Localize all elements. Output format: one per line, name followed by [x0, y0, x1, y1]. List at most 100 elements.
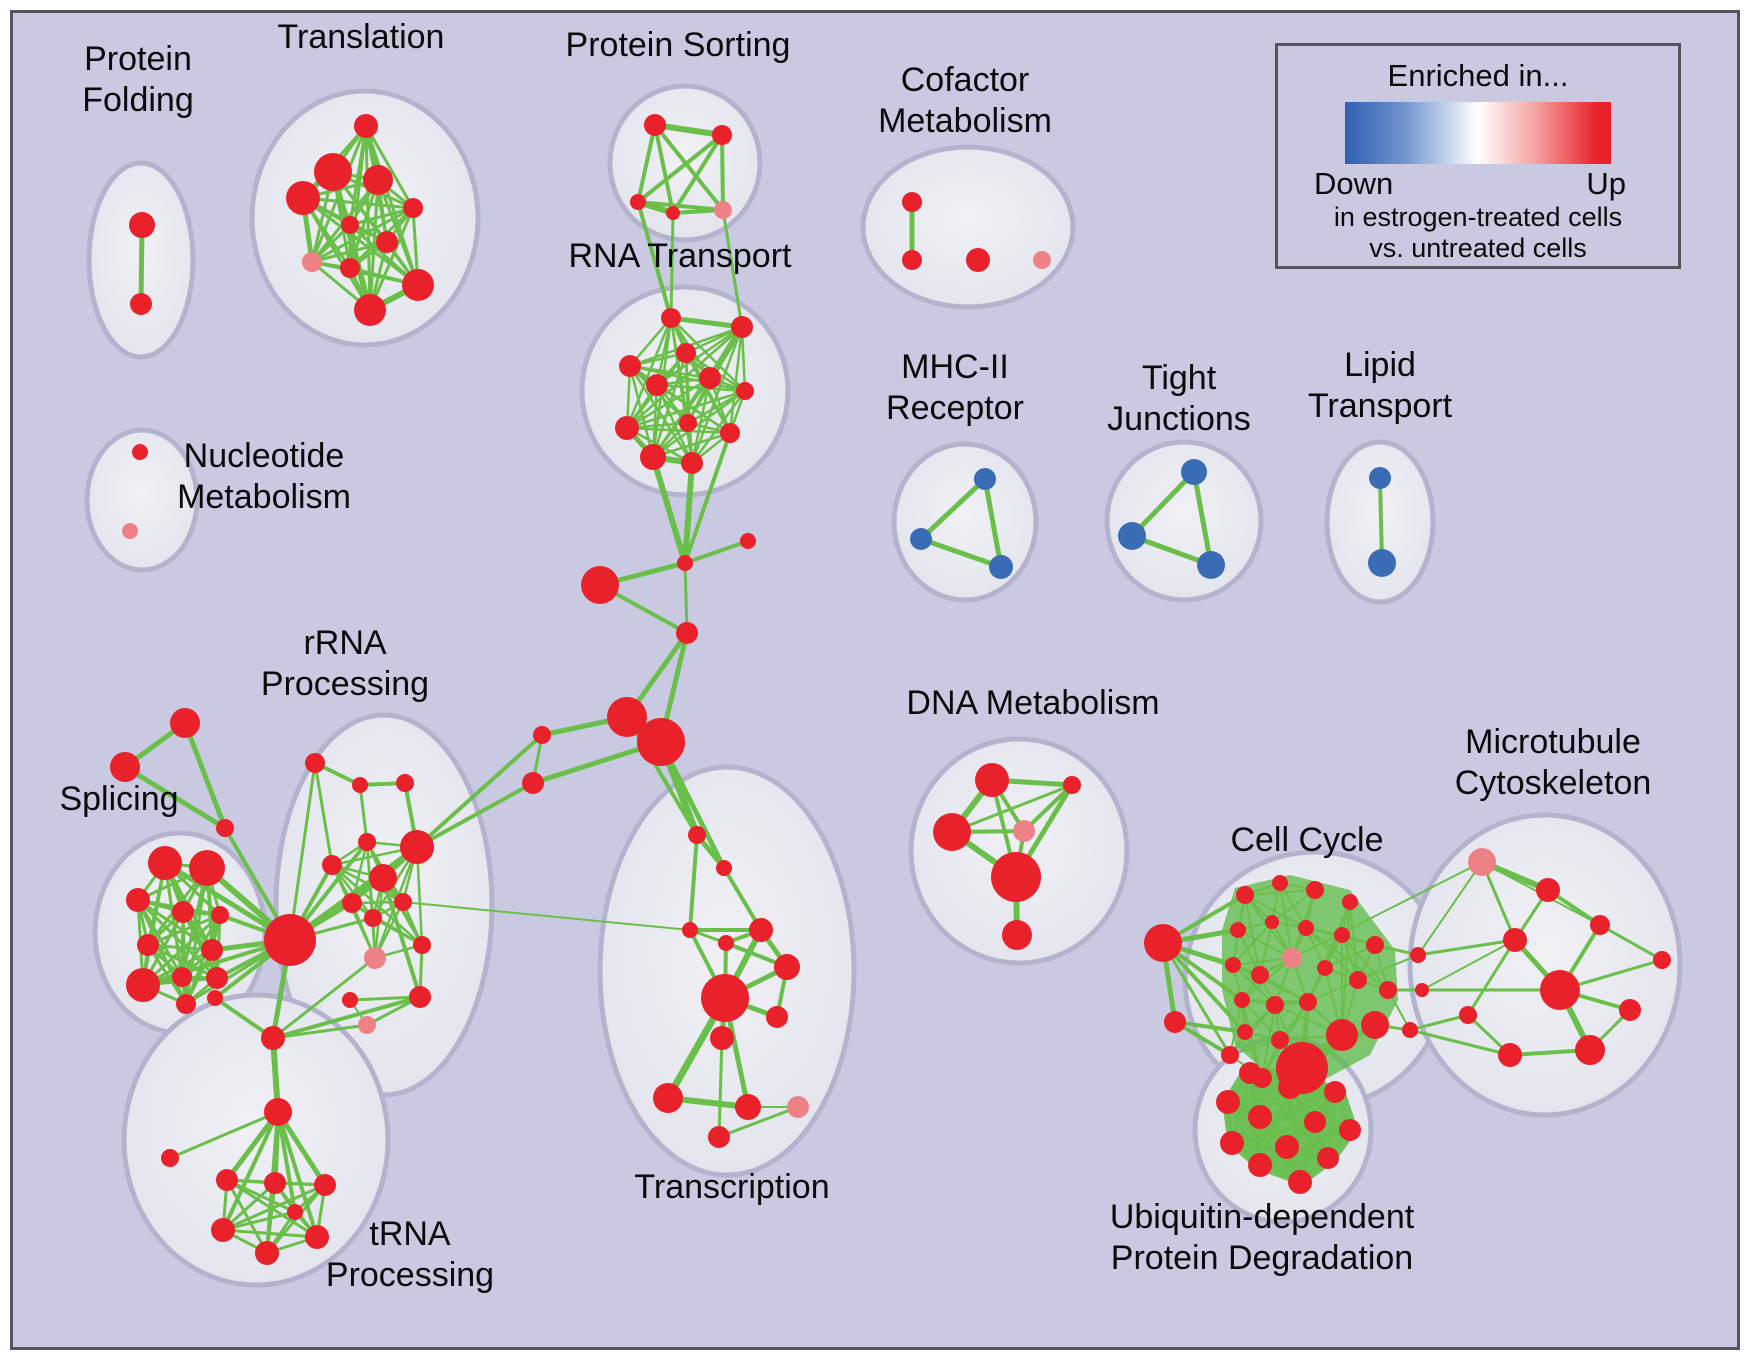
gene-set-node-red — [1415, 983, 1429, 997]
edge — [358, 783, 369, 844]
gene-set-node-red — [172, 967, 192, 987]
gene-set-node-red — [646, 374, 668, 396]
edge — [1307, 979, 1359, 1003]
edge — [313, 761, 334, 867]
gene-set-node-red — [607, 697, 647, 737]
edge — [1237, 929, 1293, 959]
gene-set-node-red — [1575, 1035, 1605, 1065]
gene-set-node-red — [1379, 981, 1397, 999]
edge — [1408, 1013, 1470, 1032]
gene-set-node-red — [1324, 1081, 1346, 1103]
edge — [1244, 889, 1316, 896]
gene-set-node-red — [354, 114, 378, 138]
edge — [722, 866, 763, 932]
edge — [655, 383, 747, 393]
gene-set-node-red — [363, 165, 393, 195]
cluster-label-rrna-processing: rRNA Processing — [261, 624, 429, 703]
edge — [180, 913, 222, 979]
cluster-label-ubiquitin-dependent-protein-degradation: Ubiquitin-dependent Protein Degradation — [1110, 1198, 1415, 1277]
edge — [683, 431, 732, 565]
gene-set-node-red — [342, 992, 358, 1008]
edge — [720, 133, 725, 212]
gene-set-node-red — [342, 893, 362, 913]
gene-set-node-pink — [1033, 251, 1051, 269]
edge — [1241, 999, 1263, 1079]
gene-set-node-red — [211, 1218, 235, 1242]
edge — [310, 240, 389, 264]
enrichment-map-figure: Protein Folding Translation Protein Sorting… — [10, 10, 1740, 1350]
edge — [348, 995, 422, 1002]
edge — [1191, 469, 1214, 568]
gene-set-node-red — [261, 1026, 285, 1050]
gene-set-node-red — [1164, 1011, 1186, 1033]
edge — [650, 454, 688, 566]
gene-set-node-red — [148, 846, 182, 880]
edge — [1341, 901, 1351, 1036]
edge — [688, 833, 699, 932]
gene-set-node-red — [666, 206, 680, 220]
gene-set-node-red — [615, 416, 639, 440]
gene-set-node-red — [1619, 999, 1641, 1021]
gene-set-node-red — [522, 772, 544, 794]
cluster-ellipse-nucleotide-metabolism — [84, 427, 200, 573]
gene-set-node-red — [1306, 881, 1324, 899]
gene-set-node-red — [1234, 992, 1250, 1008]
gene-set-node-red — [314, 153, 352, 191]
edge — [146, 943, 219, 980]
gene-set-node-red — [1349, 971, 1367, 989]
edge — [301, 196, 420, 287]
gene-set-node-red — [364, 909, 382, 927]
gene-set-node-red — [176, 994, 196, 1014]
edge — [181, 910, 188, 1006]
gene-set-node-red — [774, 954, 800, 980]
cluster-label-lipid-transport: Lipid Transport — [1308, 346, 1453, 425]
gene-set-node-red — [369, 864, 397, 892]
edge — [182, 720, 228, 831]
edge — [982, 476, 1004, 570]
gene-set-node-red — [341, 216, 359, 234]
cluster-label-protein-sorting: Protein Sorting — [566, 26, 791, 64]
gene-set-node-red — [688, 826, 706, 844]
gene-set-node-red — [413, 936, 431, 954]
gene-set-node-red — [354, 294, 386, 326]
gene-set-node-pink — [364, 947, 386, 969]
gene-set-node-red — [1503, 928, 1527, 952]
edge — [1421, 939, 1516, 991]
gene-set-node-red — [699, 367, 721, 389]
edge — [1291, 861, 1483, 959]
edge — [168, 1110, 280, 1160]
gene-set-node-red — [216, 819, 234, 837]
gene-set-node-red — [402, 269, 434, 301]
gene-set-node-red — [1265, 915, 1279, 929]
gene-set-node-red — [676, 622, 698, 644]
gene-set-node-red — [1144, 924, 1182, 962]
gene-set-node-red — [126, 968, 160, 1002]
gene-set-node-red — [966, 248, 990, 272]
gene-set-node-red — [216, 1169, 238, 1191]
gene-set-node-red — [1317, 960, 1333, 976]
gene-set-node-red — [1334, 927, 1350, 943]
gene-set-node-red — [211, 906, 229, 924]
gene-set-node-red — [716, 860, 732, 876]
edge — [402, 901, 691, 931]
edge — [1161, 941, 1247, 1034]
edge — [717, 1036, 724, 1139]
gene-set-node-red — [712, 125, 732, 145]
gene-set-node-blue — [1368, 549, 1396, 577]
gene-set-node-red — [1248, 1153, 1272, 1177]
edge — [1161, 941, 1232, 1057]
gene-set-node-red — [255, 1241, 279, 1265]
edge — [625, 389, 747, 430]
gene-set-node-red — [352, 777, 368, 793]
edge — [348, 206, 415, 227]
cluster-label-translation: Translation — [278, 18, 445, 56]
gene-set-node-red — [137, 934, 159, 956]
edge — [276, 1110, 319, 1239]
gene-set-node-blue — [974, 468, 996, 490]
gene-set-node-red — [1237, 1024, 1253, 1040]
gene-set-node-pink — [1468, 848, 1496, 876]
gene-set-node-red — [735, 1094, 761, 1120]
gene-set-node-red — [661, 308, 681, 328]
edge — [690, 376, 712, 465]
